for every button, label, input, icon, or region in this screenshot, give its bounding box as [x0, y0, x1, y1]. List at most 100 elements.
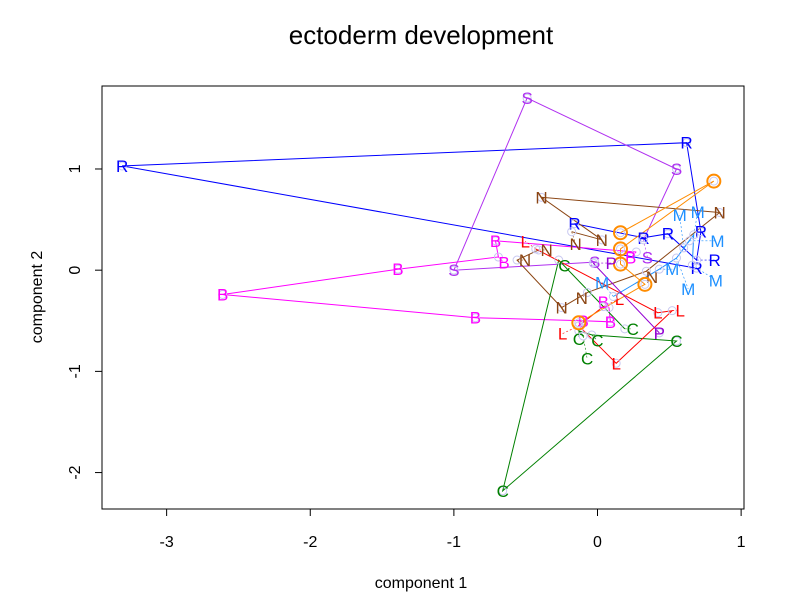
point-marker: [598, 302, 608, 312]
label-leader-line: [591, 334, 598, 341]
point-S: S: [671, 160, 682, 179]
chart-title: ectoderm development: [289, 20, 554, 50]
point-N: N: [519, 251, 531, 270]
point-marker: [709, 176, 719, 186]
point-marker: [653, 308, 663, 318]
point-R: R: [662, 225, 674, 244]
x-axis-label: component 1: [375, 575, 468, 592]
point-marker: [684, 236, 694, 246]
point-L: L: [675, 302, 684, 321]
point-M: M: [691, 203, 705, 222]
point-R: R: [708, 251, 720, 270]
point-B: B: [625, 249, 636, 268]
label-leader-line: [603, 298, 620, 307]
point-marker: [641, 266, 651, 276]
point-B: B: [217, 285, 228, 304]
point-C: C: [573, 330, 585, 349]
point-M: M: [673, 206, 687, 225]
point-marker: [615, 244, 625, 254]
point-C: C: [591, 332, 603, 351]
point-marker: [631, 247, 641, 257]
series-line-N: [516, 196, 721, 309]
y-tick-label: -2: [67, 465, 84, 479]
point-B: B: [490, 232, 501, 251]
point-O: [612, 225, 628, 241]
point-L: L: [611, 354, 620, 373]
point-marker: [671, 336, 681, 346]
series-line-O: [578, 180, 715, 324]
point-marker: [597, 235, 607, 245]
point-C: C: [627, 320, 639, 339]
point-marker: [570, 219, 580, 229]
point-N: N: [570, 235, 582, 254]
point-N: N: [596, 231, 608, 250]
point-marker: [493, 252, 503, 262]
point-marker: [679, 243, 689, 253]
point-marker: [689, 230, 699, 240]
point-marker: [574, 318, 584, 328]
point-marker: [522, 93, 532, 103]
point-B: B: [605, 313, 616, 332]
point-marker: [587, 330, 597, 340]
point-marker: [687, 260, 697, 270]
point-marker: [682, 138, 692, 148]
series-line-S: [453, 97, 678, 271]
series-lines: [122, 97, 721, 493]
point-N: N: [646, 268, 658, 287]
point-marker: [578, 331, 588, 341]
point-marker: [590, 257, 600, 267]
point-marker: [671, 253, 681, 263]
point-B: B: [577, 312, 588, 331]
point-C: C: [581, 350, 593, 369]
point-marker: [611, 358, 621, 368]
point-marker: [531, 244, 541, 254]
plot-frame: [101, 85, 745, 510]
x-tick-label: -2: [303, 534, 317, 551]
point-O: [571, 315, 587, 331]
point-marker: [604, 303, 614, 313]
point-M: M: [681, 280, 695, 299]
point-M: M: [665, 260, 679, 279]
point-marker: [640, 279, 650, 289]
point-marker: [449, 265, 459, 275]
point-C: C: [670, 332, 682, 351]
point-marker: [715, 207, 725, 217]
label-leader-line: [643, 239, 648, 258]
label-leader-line: [692, 264, 717, 281]
point-R: R: [695, 223, 707, 242]
point-N: N: [555, 299, 567, 318]
x-tick-label: 1: [737, 534, 746, 551]
point-marker: [512, 255, 522, 265]
point-marker: [491, 236, 501, 246]
point-R: R: [690, 259, 702, 278]
series-line-P: [592, 262, 660, 334]
point-O: [612, 241, 628, 257]
point-N: N: [540, 241, 552, 260]
point-N: N: [535, 188, 547, 207]
label-leader-line: [676, 257, 689, 289]
point-marker: [470, 313, 480, 323]
point-S: S: [642, 248, 653, 267]
point-R: R: [637, 229, 649, 248]
point-marker: [663, 229, 673, 239]
point-M: M: [710, 232, 724, 251]
x-tick-label: 0: [593, 534, 602, 551]
x-tick-label: -3: [160, 534, 174, 551]
y-axis-label: component 2: [29, 251, 46, 344]
point-N: N: [713, 203, 725, 222]
point-marker: [117, 161, 127, 171]
x-tick-label: -1: [447, 534, 461, 551]
point-marker: [582, 287, 592, 297]
point-marker: [393, 264, 403, 274]
label-leader-line: [562, 325, 579, 334]
point-marker: [567, 227, 577, 237]
point-marker: [605, 317, 615, 327]
point-S: S: [448, 261, 459, 280]
point-S: S: [589, 253, 600, 272]
series-line-C: [501, 259, 678, 493]
point-marker: [620, 324, 630, 334]
point-O: [637, 276, 653, 292]
point-marker: [671, 164, 681, 174]
point-marker: [498, 486, 508, 496]
